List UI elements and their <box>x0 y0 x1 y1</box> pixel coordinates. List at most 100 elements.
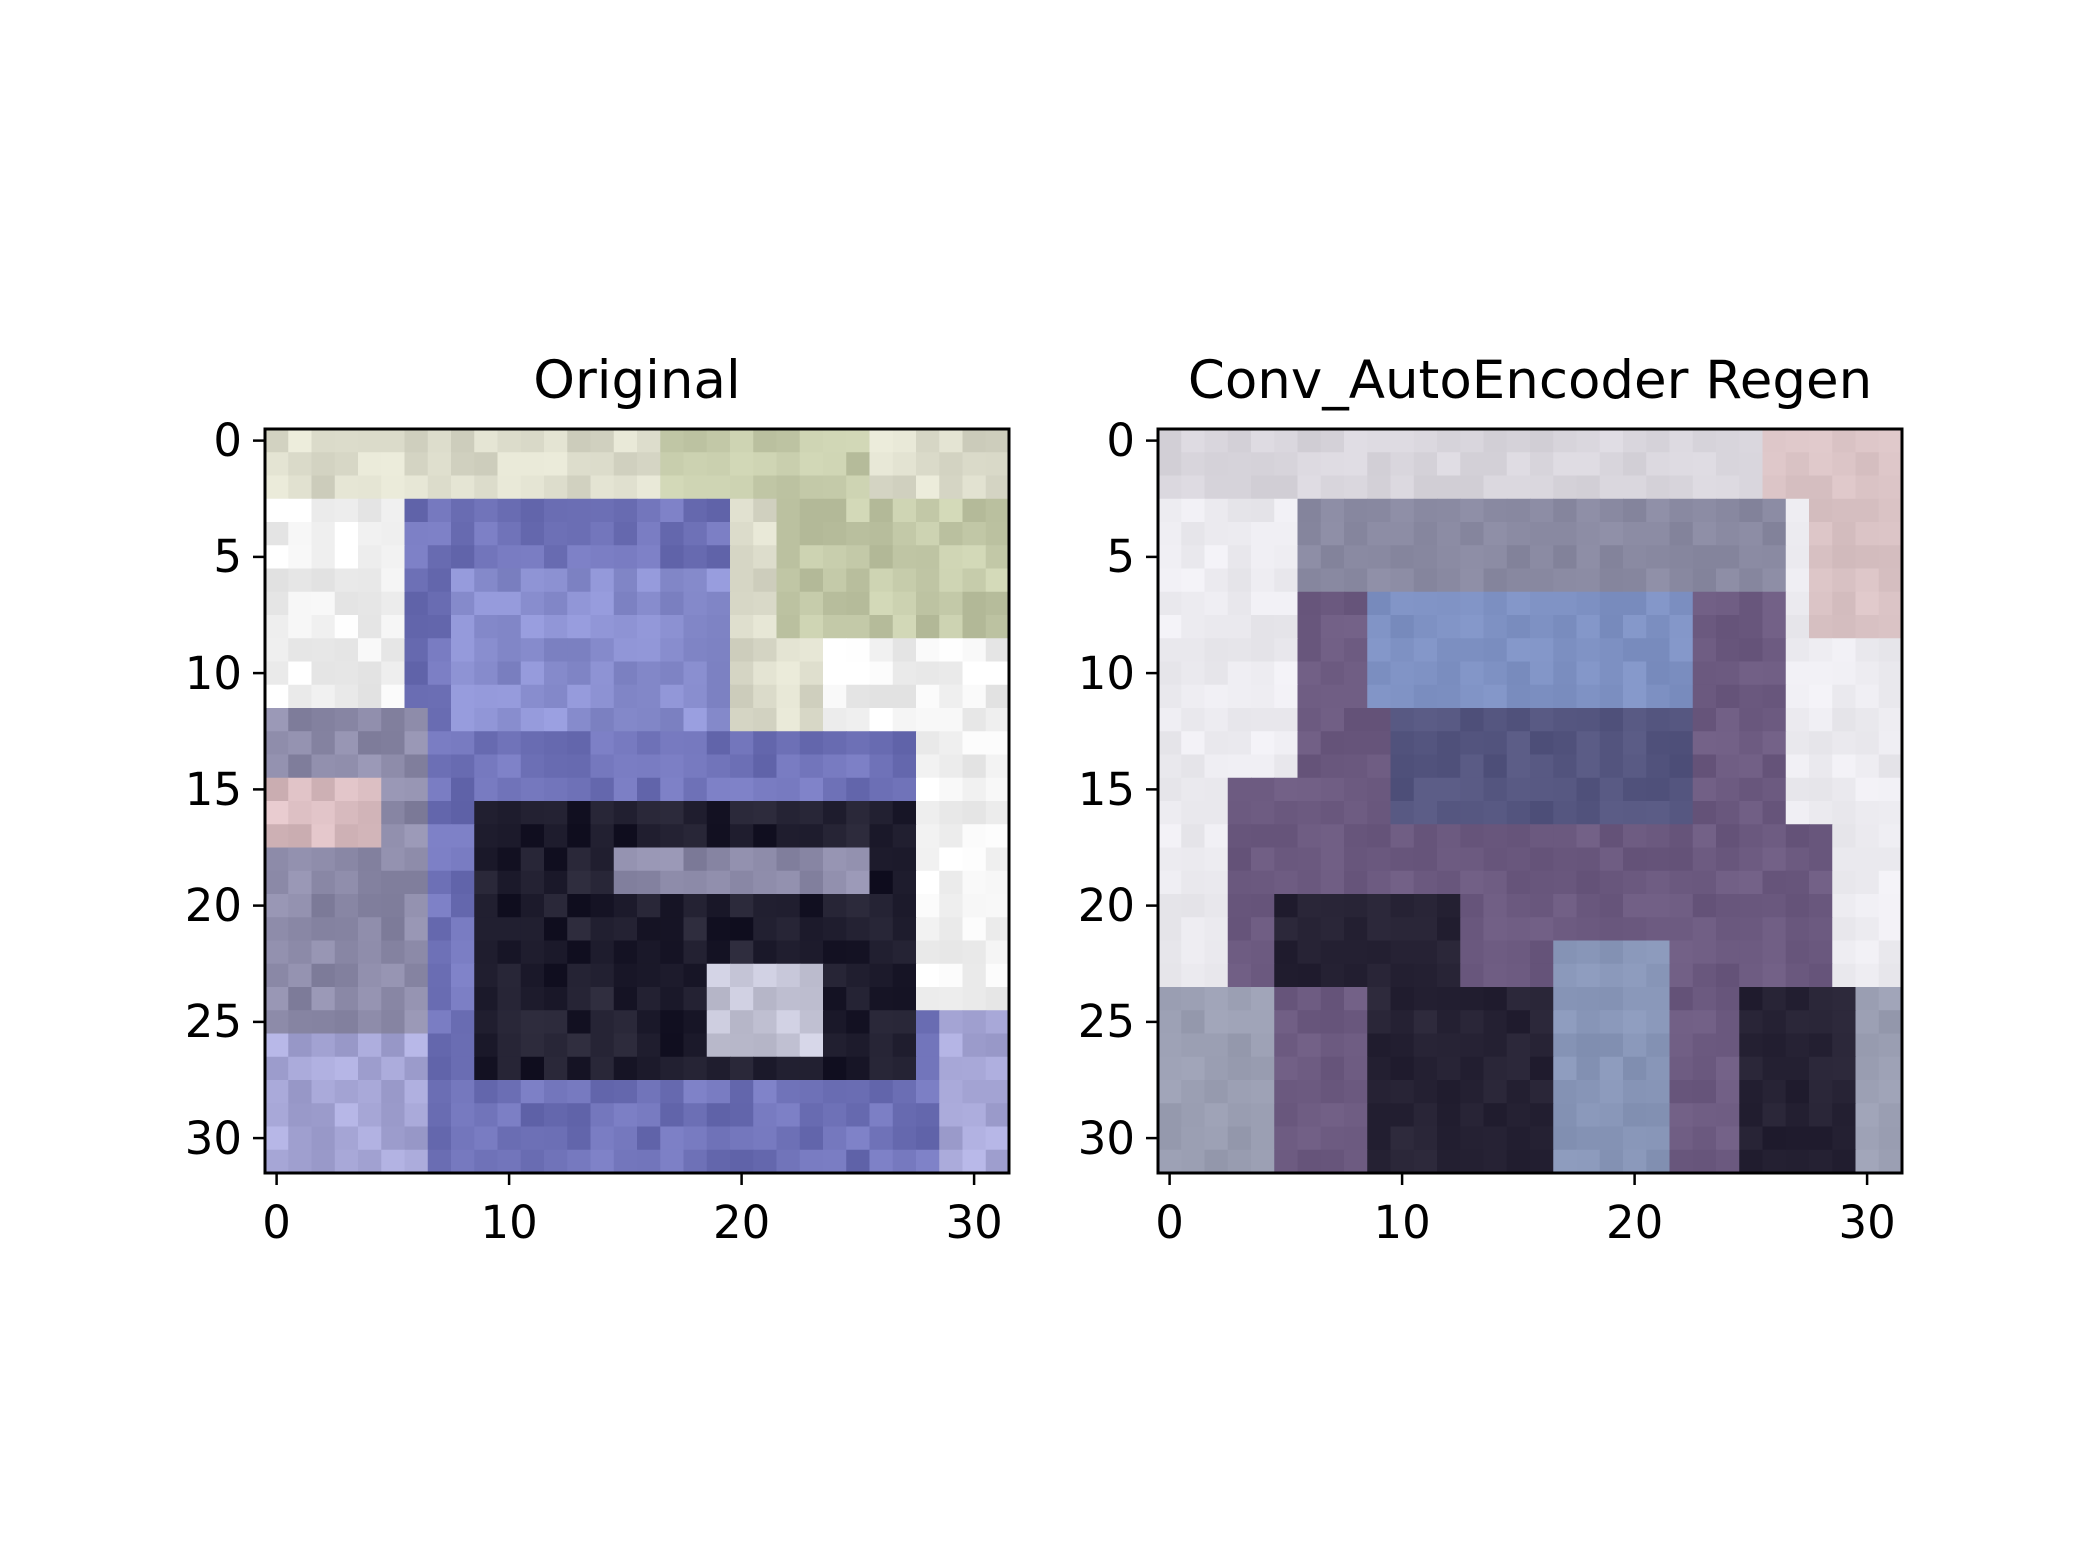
pixel-cell <box>1786 755 1810 779</box>
pixel-cell <box>1763 755 1787 779</box>
pixel-cell <box>800 1010 824 1034</box>
pixel-cell <box>916 452 940 476</box>
pixel-cell <box>1205 708 1229 732</box>
pixel-cell <box>498 476 522 500</box>
pixel-cell <box>1181 871 1205 895</box>
pixel-cell <box>1786 452 1810 476</box>
pixel-cell <box>707 662 731 686</box>
pixel-cell <box>1786 801 1810 825</box>
pixel-cell <box>730 1080 754 1104</box>
pixel-cell <box>939 545 963 569</box>
pixel-cell <box>707 685 731 709</box>
pixel-cell <box>1158 1034 1182 1058</box>
pixel-cell <box>1414 1080 1438 1104</box>
pixel-cell <box>591 592 615 616</box>
pixel-cell <box>1530 755 1554 779</box>
pixel-cell <box>288 848 312 872</box>
pixel-cell <box>1577 987 1601 1011</box>
pixel-cell <box>1553 592 1577 616</box>
pixel-cell <box>1623 941 1647 965</box>
pixel-cell <box>1856 662 1880 686</box>
pixel-cell <box>1367 1127 1391 1151</box>
pixel-cell <box>1228 1127 1252 1151</box>
pixel-cell <box>358 1150 382 1174</box>
pixel-cell <box>1298 452 1322 476</box>
pixel-cell <box>1367 824 1391 848</box>
pixel-cell <box>1484 638 1508 662</box>
pixel-cell <box>1274 987 1298 1011</box>
pixel-cell <box>1181 987 1205 1011</box>
pixel-cell <box>730 662 754 686</box>
pixel-cell <box>893 452 917 476</box>
pixel-cell <box>1344 824 1368 848</box>
pixel-cell <box>265 871 289 895</box>
pixel-cell <box>1437 964 1461 988</box>
pixel-cell <box>1484 824 1508 848</box>
pixel-cell <box>1437 1103 1461 1127</box>
pixel-cell <box>800 755 824 779</box>
pixel-cell <box>1228 662 1252 686</box>
pixel-cell <box>1577 638 1601 662</box>
pixel-cell <box>660 685 684 709</box>
pixel-cell <box>521 662 545 686</box>
pixel-cell <box>312 1127 336 1151</box>
pixel-cell <box>753 987 777 1011</box>
pixel-cell <box>1670 871 1694 895</box>
pixel-cell <box>474 1010 498 1034</box>
pixel-cell <box>1623 708 1647 732</box>
pixel-cell <box>1716 499 1740 523</box>
pixel-cell <box>1344 1034 1368 1058</box>
pixel-cell <box>963 1057 987 1081</box>
pixel-cell <box>730 476 754 500</box>
pixel-cell <box>753 1010 777 1034</box>
pixel-cell <box>1181 1010 1205 1034</box>
pixel-cell <box>474 476 498 500</box>
pixel-cell <box>1530 1080 1554 1104</box>
pixel-cell <box>544 499 568 523</box>
pixel-cell <box>1414 871 1438 895</box>
pixel-cell <box>1832 1010 1856 1034</box>
pixel-cell <box>800 1057 824 1081</box>
pixel-cell <box>521 1057 545 1081</box>
pixel-cell <box>939 1150 963 1174</box>
pixel-cell <box>1460 429 1484 453</box>
pixel-cell <box>753 499 777 523</box>
pixel-cell <box>1786 894 1810 918</box>
pixel-cell <box>1646 871 1670 895</box>
pixel-cell <box>521 1080 545 1104</box>
pixel-cell <box>870 545 894 569</box>
pixel-cell <box>521 499 545 523</box>
pixel-cell <box>777 871 801 895</box>
pixel-cell <box>1809 1150 1833 1174</box>
pixel-cell <box>660 964 684 988</box>
pixel-cell <box>870 1103 894 1127</box>
pixel-cell <box>1670 592 1694 616</box>
pixel-cell <box>521 545 545 569</box>
pixel-cell <box>1716 1150 1740 1174</box>
pixel-cell <box>1553 894 1577 918</box>
pixel-cell <box>474 685 498 709</box>
pixel-cell <box>1437 731 1461 755</box>
pixel-cell <box>1879 685 1903 709</box>
pixel-cell <box>1832 685 1856 709</box>
pixel-cell <box>1739 569 1763 593</box>
pixel-cell <box>986 708 1010 732</box>
pixel-cell <box>777 778 801 802</box>
pixel-cell <box>1763 778 1787 802</box>
pixel-cell <box>1739 801 1763 825</box>
pixel-cell <box>1809 708 1833 732</box>
pixel-cell <box>823 731 847 755</box>
pixel-cell <box>753 1127 777 1151</box>
pixel-cell <box>1553 1127 1577 1151</box>
pixel-cell <box>1344 1103 1368 1127</box>
pixel-cell <box>1693 569 1717 593</box>
pixel-cell <box>521 1010 545 1034</box>
pixel-cell <box>1181 545 1205 569</box>
pixel-cell <box>1414 615 1438 639</box>
pixel-cell <box>381 1150 405 1174</box>
pixel-cell <box>660 615 684 639</box>
pixel-cell <box>591 476 615 500</box>
pixel-cell <box>1623 1150 1647 1174</box>
pixel-cell <box>1344 499 1368 523</box>
pixel-cell <box>474 894 498 918</box>
